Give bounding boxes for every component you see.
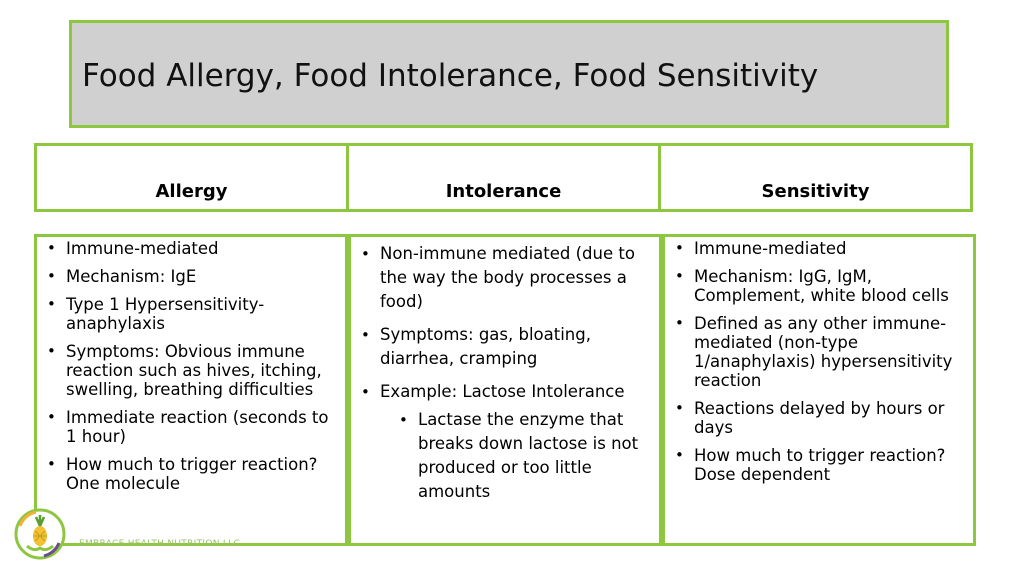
slide-title: Food Allergy, Food Intolerance, Food Sen…	[82, 58, 819, 94]
title-box: Food Allergy, Food Intolerance, Food Sen…	[69, 20, 949, 128]
footer-brand: EMBRACE HEALTH NUTRITION LLC	[79, 539, 241, 549]
list-item: How much to trigger reaction? One molecu…	[45, 455, 339, 493]
intolerance-sublist: Lactase the enzyme that breaks down lact…	[380, 408, 653, 504]
list-item: Mechanism: IgE	[45, 267, 339, 286]
allergy-column: Immune-mediated Mechanism: IgE Type 1 Hy…	[34, 234, 348, 546]
list-item: Defined as any other immune-mediated (no…	[673, 314, 967, 390]
list-item: Symptoms: gas, bloating, diarrhea, cramp…	[359, 323, 653, 371]
sub-list-item: Lactase the enzyme that breaks down lact…	[380, 408, 653, 504]
header-intolerance: Intolerance	[346, 143, 661, 212]
list-item: Non-immune mediated (due to the way the …	[359, 242, 653, 314]
allergy-list: Immune-mediated Mechanism: IgE Type 1 Hy…	[45, 239, 339, 493]
list-item: Example: Lactose Intolerance Lactase the…	[359, 380, 653, 504]
sensitivity-column: Immune-mediated Mechanism: IgG, IgM, Com…	[662, 234, 976, 546]
header-allergy: Allergy	[34, 143, 349, 212]
list-item: Type 1 Hypersensitivity- anaphylaxis	[45, 295, 339, 333]
list-item-label: Example: Lactose Intolerance	[380, 382, 625, 401]
header-sensitivity: Sensitivity	[658, 143, 973, 212]
intolerance-column: Non-immune mediated (due to the way the …	[348, 234, 662, 546]
intolerance-list: Non-immune mediated (due to the way the …	[359, 242, 653, 504]
list-item: Immune-mediated	[673, 239, 967, 258]
sensitivity-list: Immune-mediated Mechanism: IgG, IgM, Com…	[673, 239, 967, 484]
list-item: How much to trigger reaction? Dose depen…	[673, 446, 967, 484]
list-item: Immediate reaction (seconds to 1 hour)	[45, 408, 339, 446]
pineapple-hands-logo-icon	[14, 508, 66, 560]
list-item: Reactions delayed by hours or days	[673, 399, 967, 437]
list-item: Mechanism: IgG, IgM, Complement, white b…	[673, 267, 967, 305]
list-item: Symptoms: Obvious immune reaction such a…	[45, 342, 339, 399]
list-item: Immune-mediated	[45, 239, 339, 258]
